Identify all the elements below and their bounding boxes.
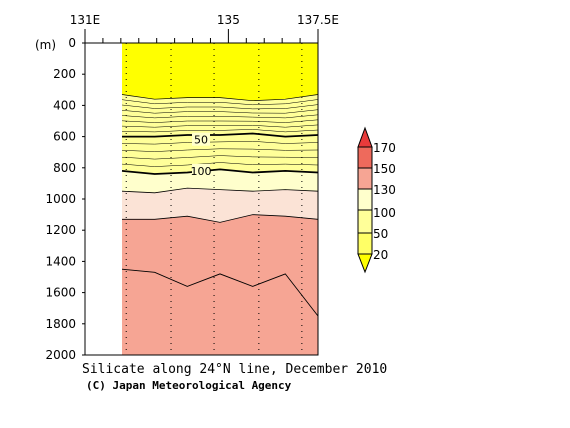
contour-line	[121, 162, 319, 167]
contour-line	[121, 104, 319, 110]
contour-line	[121, 129, 319, 133]
x-tick-label: 137.5E	[297, 13, 339, 27]
y-tick-label: 1200	[45, 223, 76, 237]
contour-line	[121, 268, 319, 317]
color-bands	[122, 43, 318, 355]
colorbar-high-arrow	[357, 126, 373, 148]
y-tick-label: 800	[53, 161, 76, 175]
contour-label-bg	[192, 163, 210, 177]
colorbar-label: 130	[373, 183, 396, 197]
colorbar-label: 170	[373, 141, 396, 155]
colorbar-segment	[357, 209, 373, 234]
y-tick-label: 600	[53, 130, 76, 144]
y-tick-label: 2000	[45, 348, 76, 362]
chart-title: Silicate along 24°N line, December 2010	[82, 362, 387, 377]
contour-50	[122, 132, 319, 138]
contour-lines	[121, 94, 319, 317]
y-axis-label: (m)	[35, 38, 56, 52]
contour-20	[121, 94, 319, 102]
x-tick-label: 135	[217, 13, 240, 27]
band-130-150	[122, 214, 318, 355]
colorbar-segment	[357, 146, 373, 169]
colorbar-segment	[357, 188, 373, 211]
y-tick-label: 1400	[45, 254, 76, 268]
contour-line	[121, 187, 319, 194]
station-lines	[125, 43, 303, 355]
colorbar-segment	[357, 167, 373, 190]
colorbar-segment	[357, 232, 373, 255]
credit-text: (C) Japan Meteorological Agency	[86, 379, 292, 392]
axes: 0 200 400 600 800 1000 1200 1400 1600 1800 2000 (m)…	[35, 13, 339, 362]
contour-line	[121, 109, 319, 114]
colorbar: 20 50 100 130 150 170	[357, 126, 396, 274]
contour-labels: 50 100	[191, 132, 212, 178]
contour-100	[121, 168, 319, 175]
colorbar-label: 100	[373, 206, 396, 220]
contour-label: 100	[191, 165, 212, 178]
y-tick-label: 200	[53, 67, 76, 81]
y-tick-label: 1800	[45, 317, 76, 331]
band-below-20	[122, 43, 318, 101]
contour-line	[121, 119, 319, 123]
contour-label-bg	[192, 132, 210, 146]
contour-line	[121, 124, 319, 128]
contour-line	[121, 114, 319, 119]
contour-line	[121, 155, 319, 160]
contour-line	[121, 148, 319, 152]
colorbar-label: 50	[373, 227, 388, 241]
colorbar-label: 150	[373, 162, 396, 176]
y-tick-label: 1000	[45, 192, 76, 206]
x-tick-label: 131E	[70, 13, 101, 27]
contour-label: 50	[194, 134, 208, 147]
y-tick-label: 400	[53, 98, 76, 112]
colorbar-label: 20	[373, 248, 388, 262]
contour-line	[121, 141, 319, 145]
y-tick-label: 1600	[45, 286, 76, 300]
contour-line	[121, 99, 319, 106]
y-tick-label: 0	[68, 36, 76, 50]
band-100-130	[122, 188, 318, 223]
contour-line	[122, 214, 319, 223]
